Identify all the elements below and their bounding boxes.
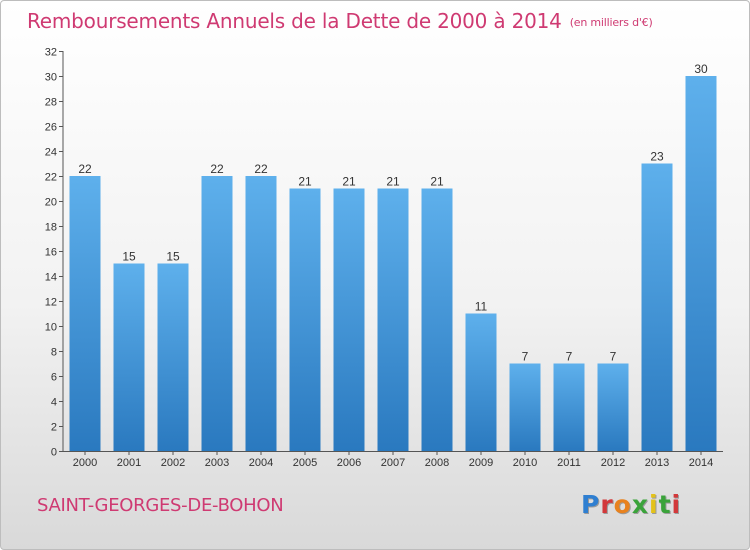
y-tick-label: 0: [51, 447, 57, 459]
logo-letter: t: [658, 490, 672, 519]
x-tick-label: 2007: [381, 457, 405, 469]
data-label: 21: [386, 175, 400, 189]
bar-2013: [641, 163, 673, 451]
data-label: 23: [650, 150, 664, 164]
data-label: 30: [694, 62, 708, 76]
bar-2003: [201, 176, 233, 451]
data-label: 22: [254, 162, 268, 176]
x-tick-label: 2000: [73, 457, 97, 469]
data-label: 7: [610, 350, 617, 364]
logo-letter: i: [649, 490, 659, 519]
data-label: 22: [210, 162, 224, 176]
bar-2014: [685, 76, 717, 451]
x-tick-label: 2001: [117, 457, 141, 469]
x-tick-label: 2009: [469, 457, 493, 469]
proxiti-logo[interactable]: Proxiti: [581, 490, 681, 519]
x-tick-label: 2010: [513, 457, 537, 469]
logo-letter: i: [671, 490, 682, 519]
chart-unit: (en milliers d'€): [569, 16, 653, 29]
x-tick-label: 2008: [425, 457, 449, 469]
bar-2012: [597, 363, 629, 451]
data-label: 15: [166, 250, 180, 264]
bar-2001: [113, 263, 145, 451]
y-tick-label: 30: [45, 72, 57, 84]
y-tick-label: 16: [45, 247, 57, 259]
labels: 2000 22 2001 15 2002 15 2003 22 2004 22 2005 21 2006…: [73, 62, 713, 469]
data-label: 15: [122, 250, 136, 264]
y-tick-label: 28: [45, 97, 57, 109]
x-tick-label: 2004: [249, 457, 273, 469]
logo-letter: r: [600, 490, 614, 519]
bar-2004: [245, 176, 277, 451]
y-tick-label: 10: [45, 322, 57, 334]
data-label: 22: [78, 162, 92, 176]
x-tick-label: 2013: [645, 457, 669, 469]
data-label: 21: [342, 175, 356, 189]
y-tick-label: 12: [45, 297, 57, 309]
y-tick-label: 32: [45, 47, 57, 59]
bar-2008: [421, 188, 453, 451]
y-tick-label: 20: [45, 197, 57, 209]
data-label: 7: [566, 350, 573, 364]
logo-letter: o: [613, 490, 632, 519]
bar-2006: [333, 188, 365, 451]
chart-title: Remboursements Annuels de la Dette de 20…: [27, 9, 653, 33]
commune-name: SAINT-GEORGES-DE-BOHON: [37, 495, 284, 516]
y-tick-label: 8: [51, 347, 57, 359]
data-label: 21: [430, 175, 444, 189]
y-tick-label: 18: [45, 222, 57, 234]
x-tick-label: 2006: [337, 457, 361, 469]
y-tick-label: 24: [45, 147, 57, 159]
bar-2002: [157, 263, 189, 451]
chart-title-text: Remboursements Annuels de la Dette de 20…: [27, 9, 562, 33]
x-tick-label: 2002: [161, 457, 185, 469]
logo-letter: P: [581, 490, 601, 519]
bar-2005: [289, 188, 321, 451]
y-tick-label: 26: [45, 122, 57, 134]
y-tick-label: 2: [51, 422, 57, 434]
y-tick-label: 22: [45, 172, 57, 184]
bar-2000: [69, 176, 101, 451]
x-tick-label: 2014: [689, 457, 713, 469]
data-label: 11: [475, 300, 488, 314]
y-tick-label: 4: [51, 397, 57, 409]
bar-2007: [377, 188, 409, 451]
x-tick-label: 2005: [293, 457, 317, 469]
y-tick-label: 14: [45, 272, 57, 284]
x-tick-label: 2003: [205, 457, 229, 469]
bar-2009: [465, 313, 497, 451]
bar-2011: [553, 363, 585, 451]
x-tick-label: 2011: [557, 457, 581, 469]
logo-letter: x: [631, 490, 649, 519]
bar-2010: [509, 363, 541, 451]
y-tick-label: 6: [51, 372, 57, 384]
data-label: 7: [522, 350, 529, 364]
x-tick-label: 2012: [601, 457, 625, 469]
data-label: 21: [298, 175, 312, 189]
bars: [69, 76, 717, 451]
